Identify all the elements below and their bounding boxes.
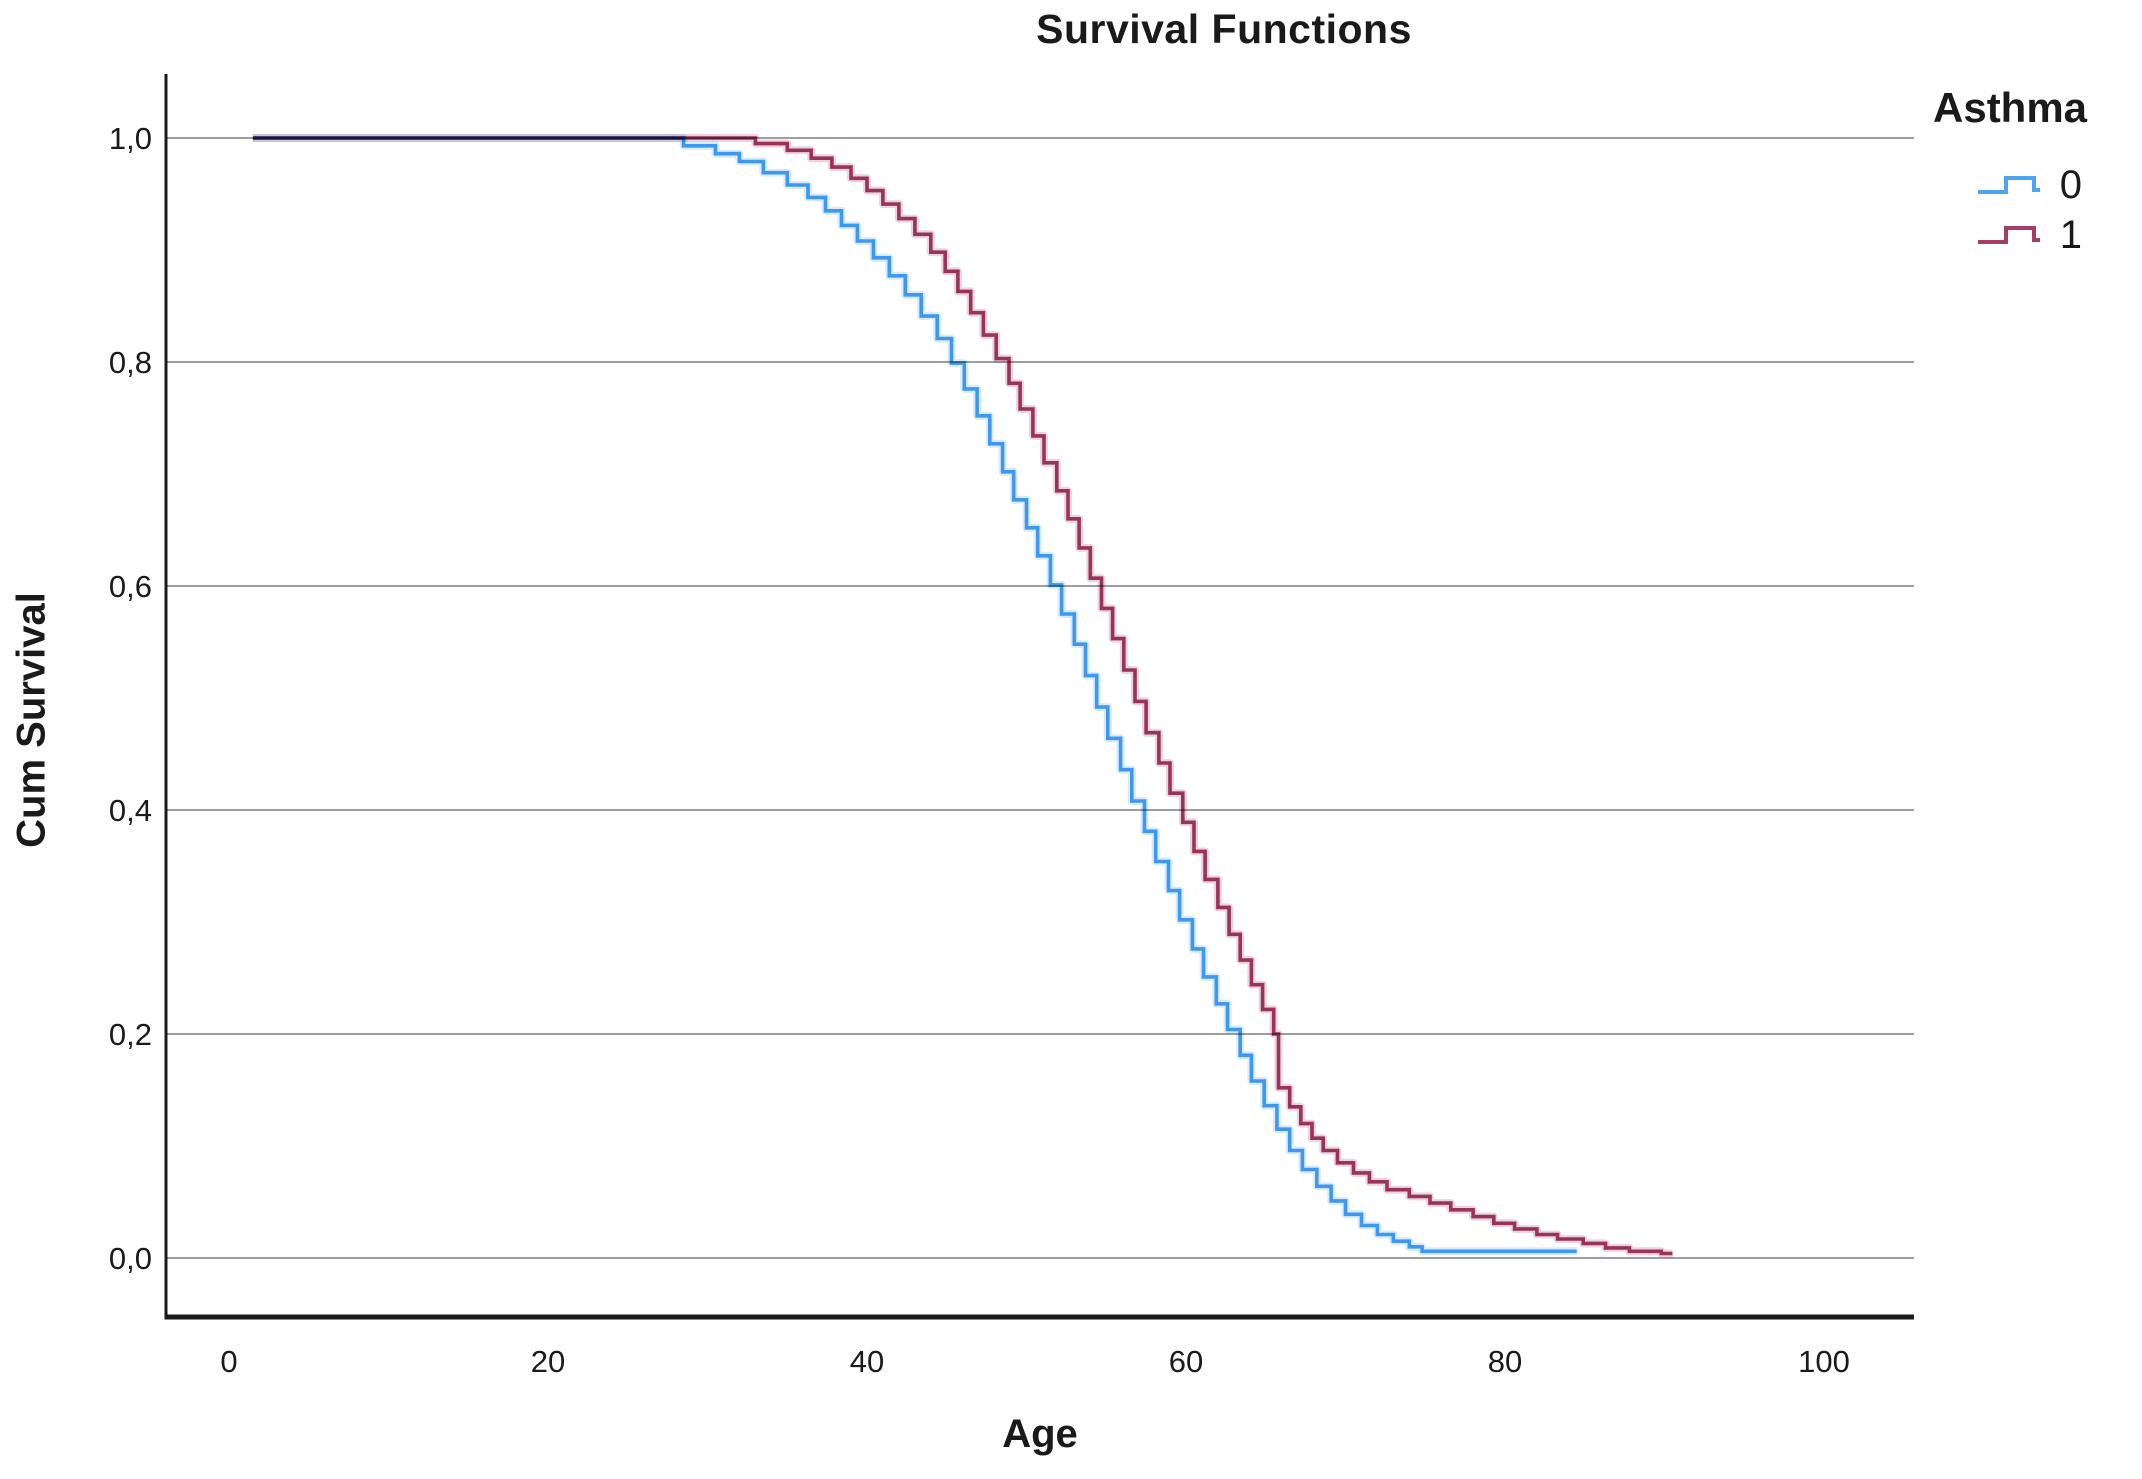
x-tick-label: 100 [1798,1344,1850,1379]
y-tick-label: 0,2 [109,1017,152,1052]
y-tick-label: 0,8 [109,345,152,380]
legend-step-line-icon-asthma-0 [1977,176,2040,194]
legend: Asthma 0 1 [1933,84,2138,260]
legend-entry-asthma-0: 0 [1933,160,2138,210]
legend-step-line-icon-asthma-1 [1977,226,2040,244]
y-tick-label: 0,6 [109,569,152,604]
chart-title: Survival Functions [1036,6,1412,52]
x-tick-label: 80 [1488,1344,1522,1379]
x-tick-label: 60 [1169,1344,1203,1379]
x-tick-label: 0 [220,1344,237,1379]
legend-entry-label: 0 [2059,163,2082,207]
series-line-asthma-1 [252,136,1673,1256]
series-halo-asthma-0 [252,134,1577,1256]
legend-entry-asthma-1: 1 [1933,210,2138,260]
y-tick-label: 1,0 [109,121,152,156]
legend-entry-label: 1 [2059,213,2082,257]
x-tick-label: 20 [531,1344,565,1379]
x-tick-label: 40 [850,1344,884,1379]
y-tick-label: 0,0 [109,1241,152,1276]
legend-title: Asthma [1933,84,2088,131]
x-axis-title: Age [1002,1412,1078,1456]
y-tick-label: 0,4 [109,793,152,828]
series-line-asthma-0 [252,136,1577,1254]
series-halo-asthma-1 [252,134,1673,1258]
y-axis-title: Cum Survival [9,592,54,848]
